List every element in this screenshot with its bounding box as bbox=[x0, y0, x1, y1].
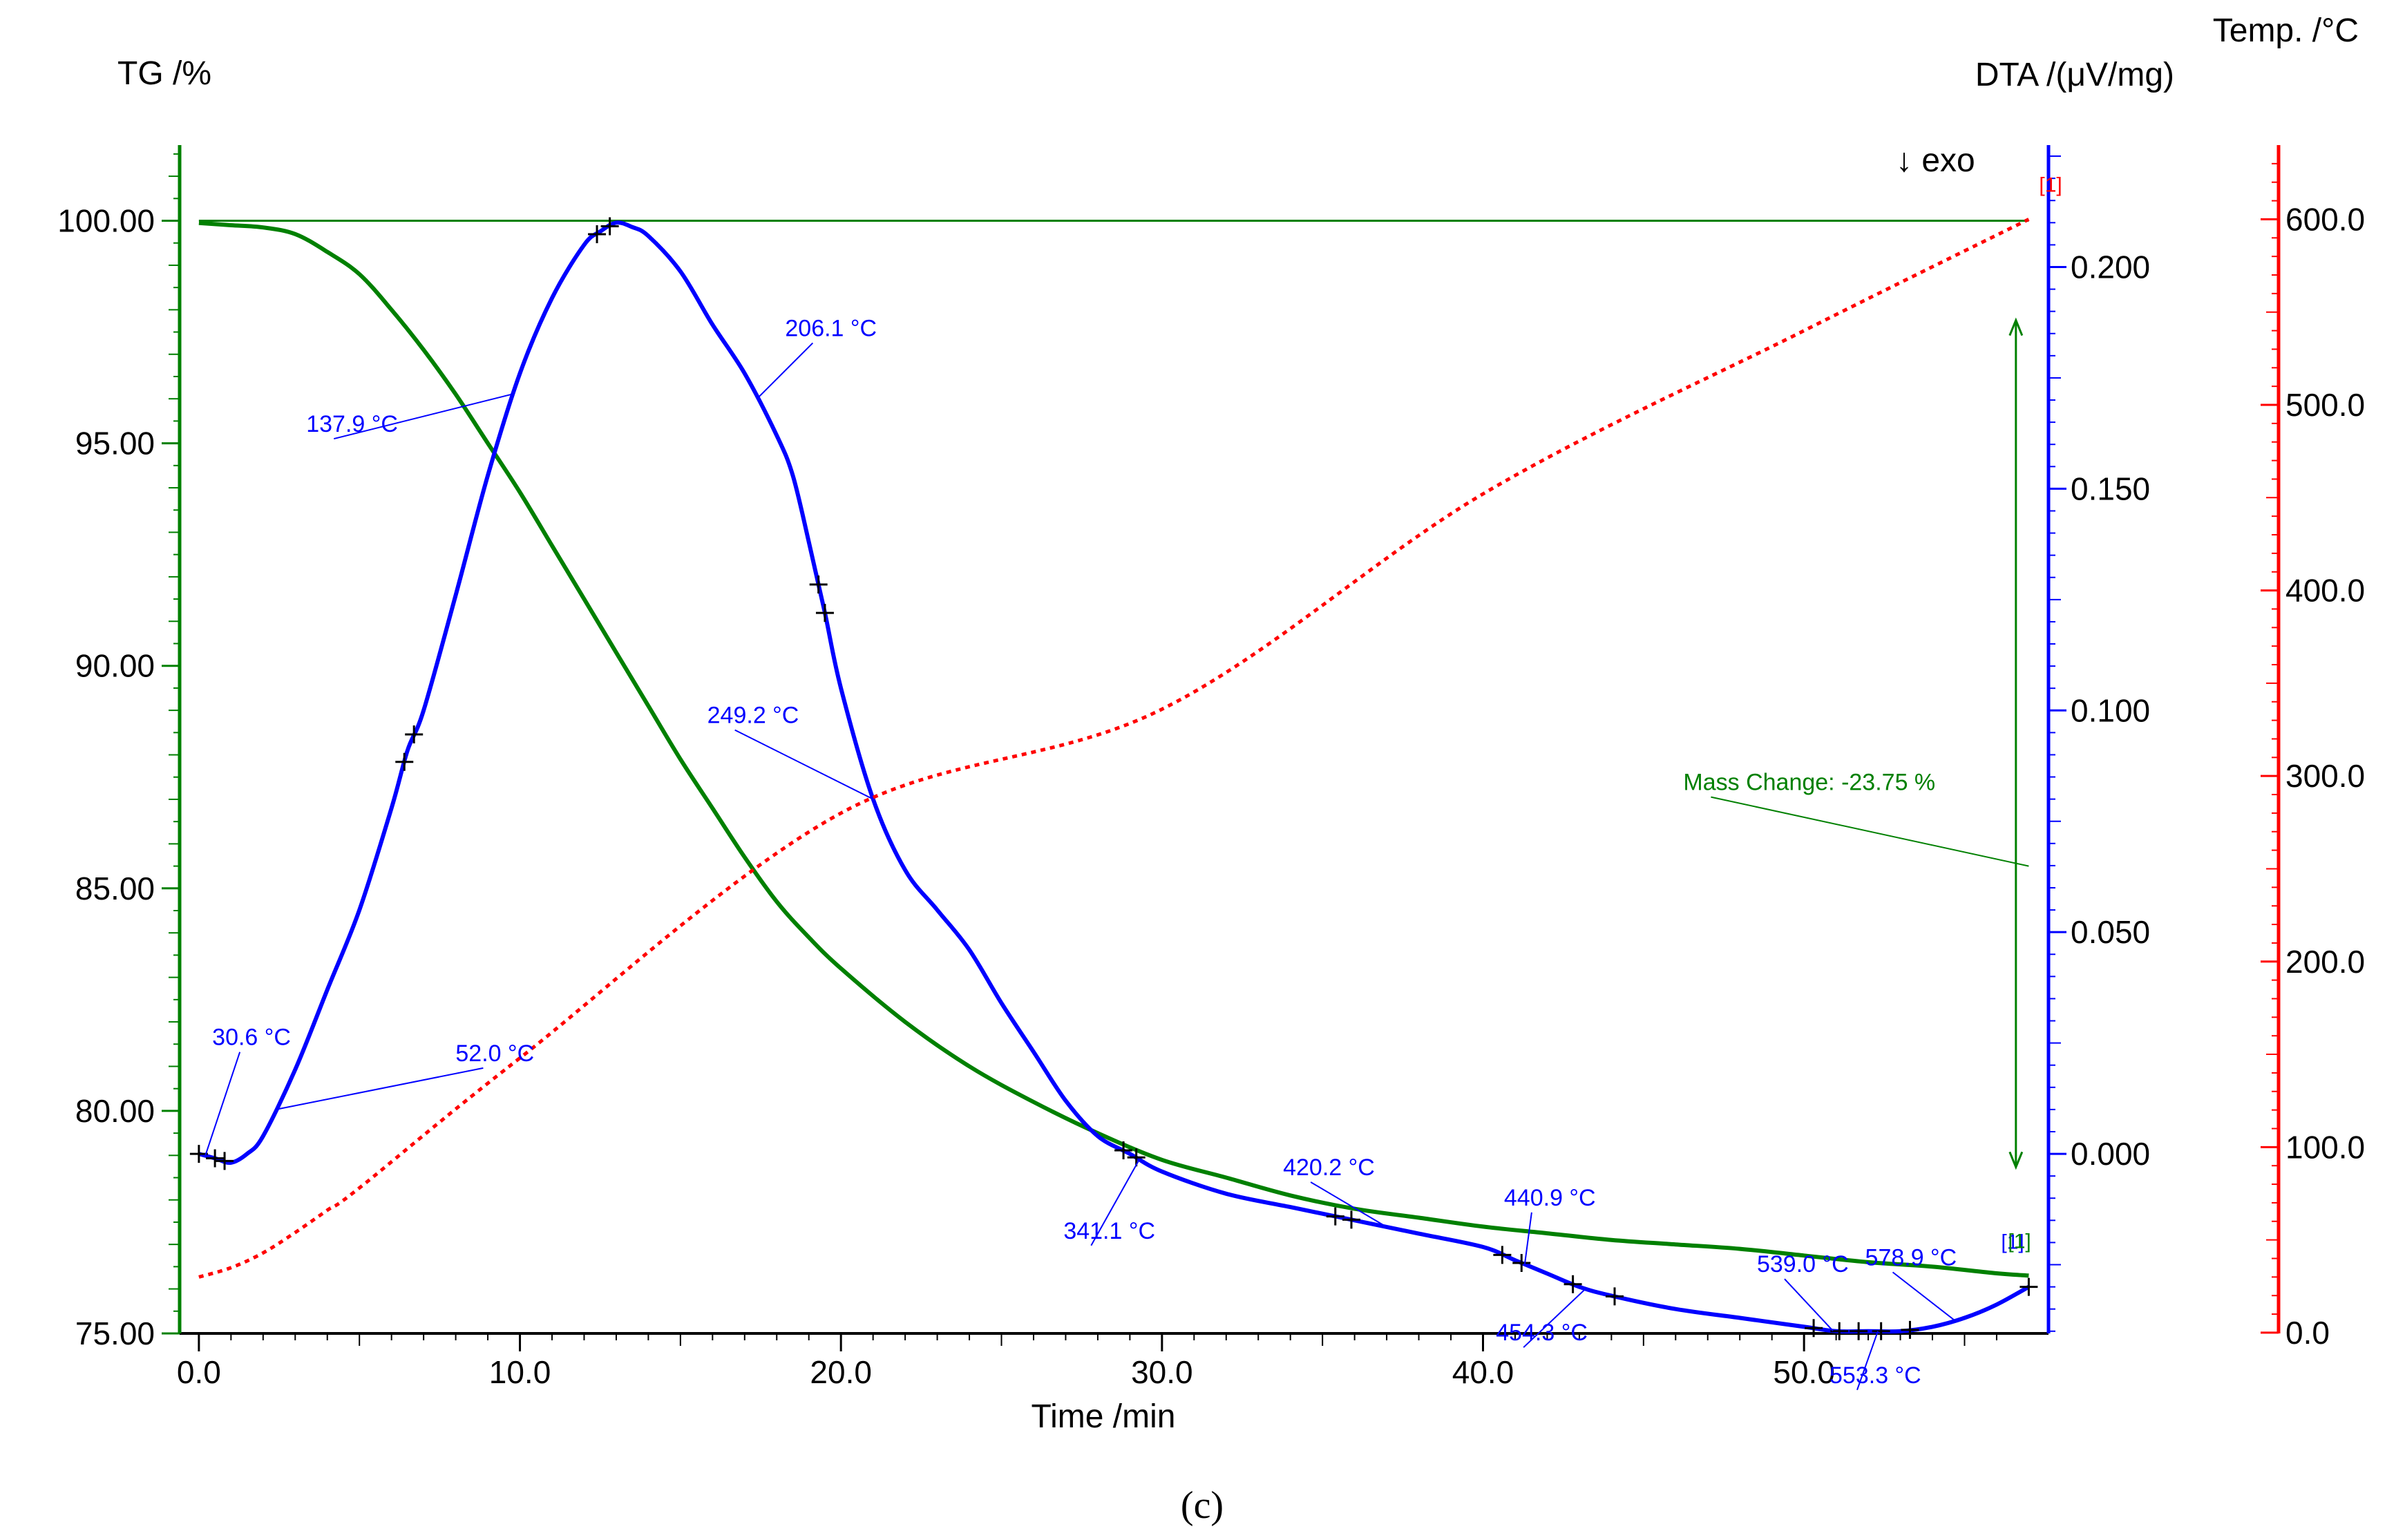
annotations-group: 30.6 °C 52.0 °C 137.9 °C 206.1 °C 249.2 °C 34… bbox=[189, 173, 2062, 1391]
x-tick-label: 50.0 bbox=[1773, 1354, 1835, 1390]
temp-tick-label: 400.0 bbox=[2285, 573, 2365, 609]
peak-marker bbox=[600, 217, 619, 236]
series-line-temp bbox=[198, 218, 2030, 1279]
peak-marker bbox=[206, 1149, 225, 1168]
peak-marker bbox=[1512, 1253, 1531, 1272]
figure-caption: (c) bbox=[1181, 1484, 1224, 1527]
tg-tick-label: 90.00 bbox=[75, 648, 155, 684]
temp-tick-label: 100.0 bbox=[2285, 1129, 2365, 1165]
peak-marker bbox=[1872, 1322, 1890, 1340]
peak-marker bbox=[1830, 1322, 1849, 1340]
peak-marker bbox=[1127, 1148, 1146, 1167]
tg-tick-label: 95.00 bbox=[75, 426, 155, 462]
temp-tick-label: 600.0 bbox=[2285, 201, 2365, 237]
temp-tick-label: 0.0 bbox=[2285, 1315, 2330, 1351]
peak-marker bbox=[395, 752, 414, 771]
annotation-leader bbox=[1784, 1278, 1834, 1331]
annotation-leader bbox=[1523, 1288, 1586, 1348]
dta-axis-title: DTA /(μV/mg) bbox=[1975, 57, 2174, 93]
dta-tick-label: 0.050 bbox=[2071, 914, 2150, 950]
series-group bbox=[198, 218, 2030, 1334]
series-end-marker: [1] bbox=[2039, 173, 2062, 196]
dta-tick-label: 0.200 bbox=[2071, 249, 2150, 285]
peak-marker bbox=[815, 604, 834, 622]
annotation-label: 341.1 °C bbox=[1063, 1218, 1155, 1244]
dta-tick-label: 0.000 bbox=[2071, 1136, 2150, 1172]
annotation-leader bbox=[1523, 1212, 1532, 1265]
x-tick-label: 20.0 bbox=[810, 1354, 872, 1390]
dta-tick-label: 0.150 bbox=[2071, 470, 2150, 506]
series-line-tg bbox=[198, 220, 2029, 1278]
x-axis-title: Time /min bbox=[1032, 1398, 1176, 1435]
annotation-leader bbox=[1892, 1271, 1956, 1322]
peak-marker bbox=[1114, 1141, 1133, 1159]
annotation-label: 420.2 °C bbox=[1283, 1154, 1375, 1181]
annotation-leader bbox=[1090, 1159, 1141, 1246]
annotation-leader bbox=[276, 1067, 484, 1110]
annotation-leader bbox=[1310, 1181, 1387, 1228]
peak-marker bbox=[216, 1152, 234, 1170]
annotation-label: 137.9 °C bbox=[306, 411, 398, 437]
x-tick-label: 40.0 bbox=[1452, 1354, 1514, 1390]
tg-tick-label: 80.00 bbox=[75, 1093, 155, 1129]
annotation-leader bbox=[205, 1052, 241, 1156]
x-tick-label: 10.0 bbox=[489, 1354, 551, 1390]
annotation-label: 553.3 °C bbox=[1829, 1362, 1921, 1389]
annotation-label: 206.1 °C bbox=[785, 315, 877, 341]
series-end-marker: [1] bbox=[2008, 1230, 2031, 1253]
x-tick-label: 30.0 bbox=[1131, 1354, 1193, 1390]
temp-tick-label: 300.0 bbox=[2285, 758, 2365, 794]
peak-marker bbox=[1850, 1322, 1868, 1340]
temp-axis-title: Temp. /°C bbox=[2213, 12, 2359, 49]
temp-tick-label: 200.0 bbox=[2285, 944, 2365, 980]
peak-marker bbox=[2019, 1277, 2038, 1296]
dta-tick-label: 0.100 bbox=[2071, 692, 2150, 728]
annotation-leader bbox=[1856, 1331, 1879, 1391]
annotation-label: 440.9 °C bbox=[1504, 1185, 1596, 1211]
guides-group bbox=[198, 220, 2029, 1170]
peak-marker bbox=[1326, 1207, 1344, 1226]
annotation-label: 52.0 °C bbox=[455, 1040, 534, 1067]
mass-change-arrow-top bbox=[2008, 317, 2024, 336]
annotation-leader bbox=[333, 393, 514, 440]
peak-marker bbox=[189, 1145, 208, 1163]
peak-marker bbox=[1342, 1210, 1360, 1229]
axes-group: 0.0 10.0 20.0 30.0 40.0 50.0 75.00 80.00 85.00 90… bbox=[57, 145, 2365, 1390]
peak-marker bbox=[809, 576, 828, 594]
annotation-label: 454.3 °C bbox=[1496, 1320, 1588, 1346]
annotation-label: 539.0 °C bbox=[1757, 1251, 1849, 1277]
peak-marker bbox=[1805, 1319, 1823, 1338]
peak-marker bbox=[1493, 1246, 1512, 1264]
peak-marker bbox=[405, 725, 424, 743]
tg-tick-label: 85.00 bbox=[75, 871, 155, 906]
peak-marker bbox=[1563, 1275, 1582, 1293]
exo-direction-label: ↓ exo bbox=[1896, 142, 1975, 179]
tg-axis-title: TG /% bbox=[117, 55, 211, 92]
annotation-leader bbox=[734, 729, 874, 800]
annotation-label: 249.2 °C bbox=[707, 703, 799, 729]
tg-tick-label: 100.00 bbox=[57, 203, 155, 239]
annotation-label: Mass Change: -23.75 % bbox=[1683, 770, 1935, 796]
peak-marker bbox=[588, 225, 607, 243]
series-line-dta bbox=[198, 220, 2030, 1334]
peak-marker bbox=[1606, 1287, 1624, 1306]
tg-tick-label: 75.00 bbox=[75, 1315, 155, 1351]
mass-change-arrow-bottom bbox=[2008, 1151, 2024, 1170]
peak-marker bbox=[1901, 1320, 1919, 1339]
x-tick-label: 0.0 bbox=[177, 1354, 221, 1390]
annotation-label: 578.9 °C bbox=[1865, 1244, 1957, 1271]
annotation-leader bbox=[757, 342, 814, 399]
series-end-marker: [1] bbox=[2001, 1231, 2024, 1254]
temp-tick-label: 500.0 bbox=[2285, 387, 2365, 423]
annotation-label: 30.6 °C bbox=[212, 1025, 291, 1051]
annotation-leader bbox=[1711, 796, 2029, 867]
